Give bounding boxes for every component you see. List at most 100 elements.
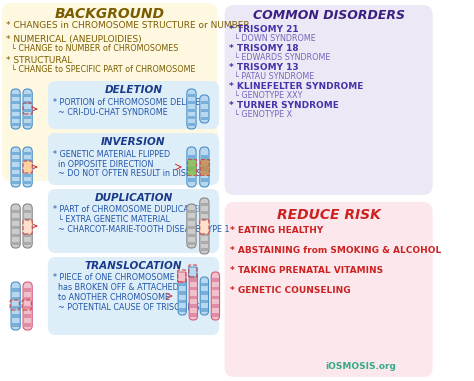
Text: * PART of CHROMOSOME DUPLICATED: * PART of CHROMOSOME DUPLICATED bbox=[54, 205, 204, 214]
Text: INVERSION: INVERSION bbox=[101, 137, 166, 147]
FancyBboxPatch shape bbox=[200, 95, 209, 123]
FancyBboxPatch shape bbox=[12, 174, 19, 177]
FancyBboxPatch shape bbox=[24, 306, 31, 309]
FancyBboxPatch shape bbox=[212, 296, 219, 299]
Text: * TURNER SYNDROME: * TURNER SYNDROME bbox=[229, 101, 339, 110]
Text: └ CHANGE to NUMBER of CHROMOSOMES: └ CHANGE to NUMBER of CHROMOSOMES bbox=[6, 44, 178, 53]
FancyBboxPatch shape bbox=[12, 166, 19, 170]
FancyBboxPatch shape bbox=[23, 161, 32, 173]
Text: BACKGROUND: BACKGROUND bbox=[55, 7, 164, 21]
Text: ~ DO NOT OFTEN RESULT in DISEASE: ~ DO NOT OFTEN RESULT in DISEASE bbox=[54, 169, 207, 178]
FancyBboxPatch shape bbox=[12, 116, 19, 119]
FancyBboxPatch shape bbox=[12, 152, 19, 155]
Text: └ DOWN SYNDROME: └ DOWN SYNDROME bbox=[229, 34, 316, 43]
FancyBboxPatch shape bbox=[201, 101, 208, 104]
Text: * TAKING PRENATAL VITAMINS: * TAKING PRENATAL VITAMINS bbox=[230, 266, 383, 275]
FancyBboxPatch shape bbox=[23, 89, 32, 129]
FancyBboxPatch shape bbox=[201, 308, 208, 312]
Text: ~ POTENTIAL CAUSE OF TRISOMIES: ~ POTENTIAL CAUSE OF TRISOMIES bbox=[54, 303, 200, 312]
FancyBboxPatch shape bbox=[188, 166, 195, 171]
FancyBboxPatch shape bbox=[12, 306, 19, 309]
FancyBboxPatch shape bbox=[12, 218, 19, 221]
FancyBboxPatch shape bbox=[179, 283, 186, 286]
FancyBboxPatch shape bbox=[190, 304, 197, 308]
Text: DELETION: DELETION bbox=[104, 85, 163, 95]
FancyBboxPatch shape bbox=[200, 198, 209, 254]
Text: * EATING HEALTHY: * EATING HEALTHY bbox=[230, 226, 323, 235]
FancyBboxPatch shape bbox=[225, 5, 433, 195]
FancyBboxPatch shape bbox=[11, 147, 20, 187]
Text: REDUCE RISK: REDUCE RISK bbox=[277, 208, 381, 222]
FancyBboxPatch shape bbox=[201, 109, 208, 112]
FancyBboxPatch shape bbox=[188, 155, 195, 160]
FancyBboxPatch shape bbox=[12, 226, 19, 229]
FancyBboxPatch shape bbox=[188, 94, 195, 97]
Text: └ EDWARDS SYNDROME: └ EDWARDS SYNDROME bbox=[229, 53, 330, 62]
FancyBboxPatch shape bbox=[190, 287, 197, 290]
FancyBboxPatch shape bbox=[11, 204, 20, 248]
FancyBboxPatch shape bbox=[23, 147, 32, 187]
FancyBboxPatch shape bbox=[201, 233, 208, 236]
FancyBboxPatch shape bbox=[201, 203, 208, 206]
FancyBboxPatch shape bbox=[12, 210, 19, 213]
FancyBboxPatch shape bbox=[188, 123, 195, 126]
FancyBboxPatch shape bbox=[201, 166, 208, 171]
FancyBboxPatch shape bbox=[200, 159, 209, 175]
Text: has BROKEN OFF & ATTACHED: has BROKEN OFF & ATTACHED bbox=[54, 283, 179, 292]
FancyBboxPatch shape bbox=[12, 314, 19, 318]
Text: * GENETIC COUNSELING: * GENETIC COUNSELING bbox=[230, 286, 351, 295]
FancyBboxPatch shape bbox=[201, 155, 208, 160]
FancyBboxPatch shape bbox=[212, 287, 219, 290]
Text: COMMON DISORDERS: COMMON DISORDERS bbox=[253, 9, 405, 22]
FancyBboxPatch shape bbox=[12, 242, 19, 245]
FancyBboxPatch shape bbox=[24, 234, 31, 237]
FancyBboxPatch shape bbox=[179, 308, 186, 312]
FancyBboxPatch shape bbox=[24, 242, 31, 245]
FancyBboxPatch shape bbox=[201, 283, 208, 286]
Text: * PIECE of ONE CHROMOSOME: * PIECE of ONE CHROMOSOME bbox=[54, 273, 175, 282]
FancyBboxPatch shape bbox=[201, 226, 208, 229]
Text: TRANSLOCATION: TRANSLOCATION bbox=[85, 261, 182, 271]
Text: * TRISOMY 18: * TRISOMY 18 bbox=[229, 44, 299, 53]
Text: └ PATAU SYNDROME: └ PATAU SYNDROME bbox=[229, 72, 314, 81]
FancyBboxPatch shape bbox=[179, 291, 186, 295]
FancyBboxPatch shape bbox=[188, 234, 195, 237]
FancyBboxPatch shape bbox=[200, 277, 209, 315]
FancyBboxPatch shape bbox=[12, 109, 19, 112]
FancyBboxPatch shape bbox=[24, 109, 31, 112]
FancyBboxPatch shape bbox=[200, 147, 209, 187]
FancyBboxPatch shape bbox=[24, 210, 31, 213]
FancyBboxPatch shape bbox=[12, 288, 19, 291]
FancyBboxPatch shape bbox=[24, 101, 31, 104]
Text: ~ CHARCOT-MARIE-TOOTH DISEASE TYPE 1: ~ CHARCOT-MARIE-TOOTH DISEASE TYPE 1 bbox=[54, 225, 230, 234]
Text: * NUMERICAL (ANEUPLOIDIES): * NUMERICAL (ANEUPLOIDIES) bbox=[6, 35, 141, 44]
Text: DUPLICATION: DUPLICATION bbox=[94, 193, 173, 203]
FancyBboxPatch shape bbox=[178, 272, 186, 282]
FancyBboxPatch shape bbox=[188, 109, 195, 112]
FancyBboxPatch shape bbox=[24, 174, 31, 177]
FancyBboxPatch shape bbox=[2, 3, 217, 181]
FancyBboxPatch shape bbox=[187, 147, 196, 187]
FancyBboxPatch shape bbox=[212, 313, 219, 317]
FancyBboxPatch shape bbox=[225, 202, 433, 377]
FancyBboxPatch shape bbox=[24, 288, 31, 291]
Text: * GENETIC MATERIAL FLIPPED: * GENETIC MATERIAL FLIPPED bbox=[54, 150, 171, 159]
FancyBboxPatch shape bbox=[212, 278, 219, 282]
FancyBboxPatch shape bbox=[211, 272, 219, 320]
FancyBboxPatch shape bbox=[188, 101, 195, 104]
Text: └ GENOTYPE XXY: └ GENOTYPE XXY bbox=[229, 91, 302, 100]
Text: ~ CRI-DU-CHAT SYNDROME: ~ CRI-DU-CHAT SYNDROME bbox=[54, 108, 168, 117]
FancyBboxPatch shape bbox=[12, 123, 19, 126]
FancyBboxPatch shape bbox=[48, 133, 219, 185]
FancyBboxPatch shape bbox=[188, 210, 195, 213]
FancyBboxPatch shape bbox=[212, 304, 219, 308]
Text: * ABSTAINING from SMOKING & ALCOHOL: * ABSTAINING from SMOKING & ALCOHOL bbox=[230, 246, 441, 255]
FancyBboxPatch shape bbox=[187, 204, 196, 248]
Text: * PORTION of CHROMOSOME DELETED: * PORTION of CHROMOSOME DELETED bbox=[54, 98, 207, 107]
FancyBboxPatch shape bbox=[189, 267, 197, 277]
FancyBboxPatch shape bbox=[12, 297, 19, 300]
FancyBboxPatch shape bbox=[188, 178, 195, 182]
FancyBboxPatch shape bbox=[48, 81, 219, 129]
FancyBboxPatch shape bbox=[24, 297, 31, 300]
FancyBboxPatch shape bbox=[190, 278, 197, 282]
